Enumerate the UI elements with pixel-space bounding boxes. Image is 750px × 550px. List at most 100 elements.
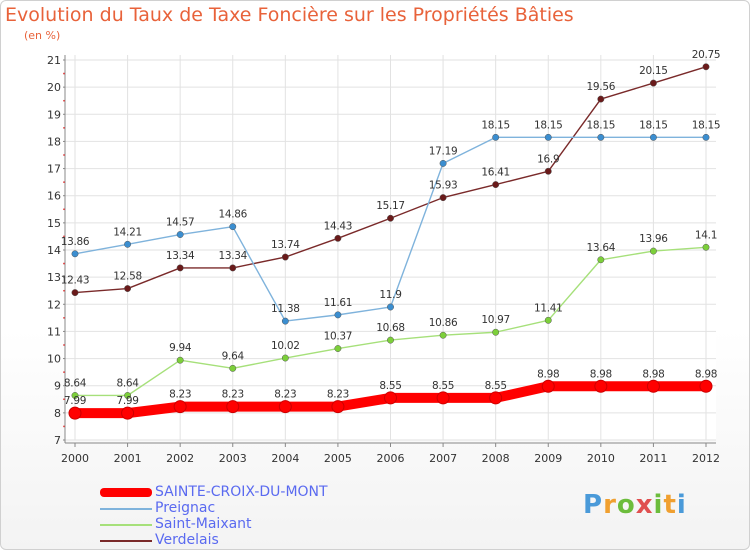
x-tick-label: 2009 xyxy=(534,452,562,465)
y-minor-tick xyxy=(63,371,65,374)
legend-label: SAINTE-CROIX-DU-MONT xyxy=(155,484,328,500)
data-point xyxy=(334,234,342,242)
data-point xyxy=(492,133,500,141)
data-point xyxy=(544,316,552,324)
x-tick-label: 2002 xyxy=(166,452,194,465)
data-label: 13.74 xyxy=(271,239,300,251)
data-label: 11.41 xyxy=(534,302,563,314)
y-tick-label: 21 xyxy=(47,54,61,67)
data-label: 8.23 xyxy=(274,389,296,401)
data-point xyxy=(229,364,237,372)
data-label: 8.98 xyxy=(642,368,664,380)
data-label: 7.99 xyxy=(64,395,86,407)
data-point xyxy=(387,214,394,222)
data-point xyxy=(492,328,500,336)
data-point xyxy=(541,379,555,393)
data-label: 10.02 xyxy=(271,340,300,352)
data-label: 15.17 xyxy=(376,200,405,212)
x-tick-label: 2003 xyxy=(219,452,247,465)
data-point xyxy=(594,379,608,393)
data-point xyxy=(71,250,79,258)
y-minor-tick xyxy=(63,181,65,184)
x-tick-label: 2005 xyxy=(324,452,352,465)
data-point xyxy=(334,311,342,319)
data-label: 11.38 xyxy=(271,303,300,315)
data-point xyxy=(68,406,82,420)
y-tick-label: 19 xyxy=(47,108,61,121)
data-label: 13.34 xyxy=(166,250,195,262)
y-minor-tick xyxy=(63,154,65,156)
data-label: 8.98 xyxy=(695,368,717,380)
data-label: 8.64 xyxy=(116,377,139,389)
data-point xyxy=(281,354,289,362)
data-label: 13.34 xyxy=(218,250,247,262)
data-label: 10.68 xyxy=(376,322,405,334)
data-point xyxy=(699,379,713,393)
data-label: 18.15 xyxy=(639,119,668,131)
x-tick-label: 2007 xyxy=(429,452,457,465)
data-point xyxy=(649,247,657,255)
data-label: 8.55 xyxy=(379,380,401,392)
data-point xyxy=(173,400,187,414)
y-tick-label: 15 xyxy=(47,217,61,230)
y-tick-label: 20 xyxy=(47,81,61,94)
data-label: 15.93 xyxy=(429,180,458,192)
data-label: 8.55 xyxy=(485,380,507,392)
data-point xyxy=(229,264,237,272)
x-tick-label: 2004 xyxy=(271,452,299,465)
data-label: 12.43 xyxy=(61,275,90,287)
data-point xyxy=(229,223,237,231)
data-label: 18.15 xyxy=(692,119,721,131)
y-tick-label: 14 xyxy=(47,244,61,257)
y-tick-label: 9 xyxy=(54,380,61,393)
data-label: 8.23 xyxy=(222,389,244,401)
data-point xyxy=(176,264,184,272)
x-tick-label: 2001 xyxy=(114,452,142,465)
y-minor-tick xyxy=(63,316,65,319)
data-point xyxy=(71,289,79,297)
data-label: 8.23 xyxy=(169,389,191,401)
data-label: 14.57 xyxy=(166,217,195,229)
data-point xyxy=(226,400,240,414)
y-minor-tick xyxy=(63,208,65,211)
y-tick-label: 7 xyxy=(54,434,61,447)
data-label: 14.43 xyxy=(324,220,353,232)
data-label: 17.19 xyxy=(429,145,458,157)
data-label: 19.56 xyxy=(587,81,616,93)
data-label: 8.98 xyxy=(590,368,612,380)
x-tick-label: 2011 xyxy=(639,452,667,465)
y-tick-label: 12 xyxy=(47,298,61,311)
data-label: 18.15 xyxy=(587,119,616,131)
legend-swatch xyxy=(100,488,152,497)
data-label: 9.94 xyxy=(169,342,192,354)
legend-swatch xyxy=(100,524,152,526)
x-tick-label: 2010 xyxy=(587,452,615,465)
data-label: 16.9 xyxy=(537,153,559,165)
x-tick-label: 2006 xyxy=(377,452,405,465)
x-tick-label: 2012 xyxy=(692,452,720,465)
data-point xyxy=(439,194,447,202)
y-tick-label: 10 xyxy=(47,353,61,366)
legend-label: Preignac xyxy=(155,500,216,516)
data-point xyxy=(331,400,345,414)
data-point xyxy=(124,392,132,399)
data-label: 10.86 xyxy=(429,317,458,329)
data-point xyxy=(387,336,394,344)
data-point xyxy=(121,406,135,420)
data-point xyxy=(124,285,132,292)
data-point xyxy=(387,303,394,311)
data-label: 12.58 xyxy=(113,271,142,283)
data-point xyxy=(489,391,503,405)
y-minor-tick xyxy=(63,425,65,428)
data-point xyxy=(281,253,289,261)
data-point xyxy=(439,331,447,339)
y-tick-label: 17 xyxy=(47,163,61,176)
data-label: 8.23 xyxy=(327,389,349,401)
data-point xyxy=(439,159,447,167)
data-label: 8.98 xyxy=(537,368,559,380)
data-point xyxy=(436,391,450,405)
y-minor-tick xyxy=(63,289,65,292)
y-minor-tick xyxy=(63,126,65,129)
data-label: 9.64 xyxy=(222,350,245,362)
